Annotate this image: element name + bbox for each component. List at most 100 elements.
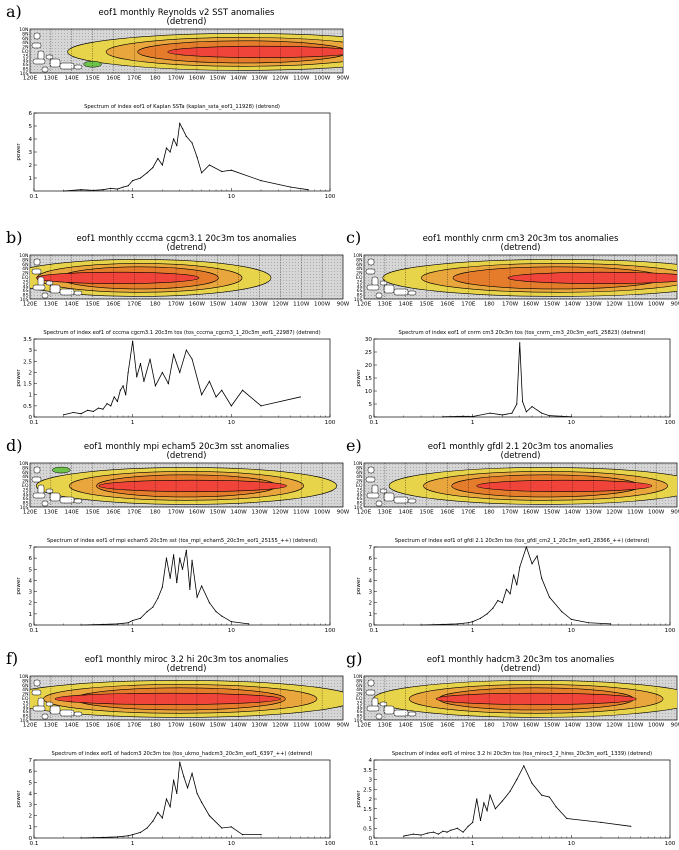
x-tick-label: 10 (228, 628, 236, 634)
lat-tick-label: 2S (357, 279, 363, 285)
lat-tick-label: 8N (356, 257, 362, 263)
lon-tick-label: 170E (127, 510, 142, 516)
panel: c) eof1 monthly cnrm cm3 20c3m tos anomal… (346, 228, 679, 426)
lon-tick-label: 150W (210, 723, 227, 729)
y-tick-label: 0 (368, 623, 372, 629)
y-tick-label: 5 (28, 780, 32, 786)
spectrum-point (132, 340, 134, 342)
spectrum-point (570, 416, 572, 418)
spectrum-point (185, 349, 187, 351)
spectrum-point (80, 189, 82, 191)
map-title: eof1 monthly gfdl 2.1 20c3m tos anomalie… (428, 442, 614, 452)
lon-tick-label: 160W (189, 76, 206, 82)
spectrum-point (139, 617, 142, 619)
lat-tick-label: 6N (22, 36, 28, 42)
x-tick-label: 10 (228, 420, 236, 426)
lon-tick-label: 130E (378, 302, 393, 308)
spectrum-point (456, 623, 458, 625)
spectrum-title: Spectrum of index eof1 of miroc 3.2 hi 2… (392, 751, 652, 757)
lon-tick-label: 160E (106, 723, 121, 729)
spectrum-point (186, 787, 189, 789)
spectrum-point (185, 135, 187, 137)
lon-tick-label: 100W (314, 723, 331, 729)
lat-tick-label: 2N (356, 271, 362, 277)
x-tick-label: 10 (568, 628, 576, 634)
lat-tick-label: 8N (22, 678, 28, 684)
spectrum-point (446, 831, 448, 833)
spectrum-point (80, 413, 82, 415)
spectrum-point (531, 406, 533, 408)
contour-level-core (167, 45, 343, 58)
map-title: eof1 monthly cnrm cm3 20c3m tos anomalie… (423, 234, 619, 244)
lon-tick-label: 140E (65, 723, 80, 729)
spectrum-point (149, 358, 151, 360)
spectrum-point (196, 156, 198, 158)
spectrum-title: Spectrum of index eof1 of cccma cgcm3.1 … (43, 330, 320, 336)
spectrum-point (221, 615, 223, 617)
spectrum-point (127, 835, 129, 837)
spectrum-point (299, 396, 301, 398)
lat-tick-label: 6N (356, 470, 362, 476)
lon-tick-label: 180 (150, 510, 161, 516)
x-tick-label: 1 (131, 841, 135, 847)
lat-tick-label: EQ (22, 49, 29, 55)
x-tick-label: 0.1 (30, 628, 39, 634)
spectrum-point (154, 385, 157, 387)
spectrum-point (176, 582, 178, 584)
spectrum-point (146, 611, 148, 613)
negative-anomaly (83, 60, 102, 68)
spectrum-point (116, 400, 118, 402)
lon-tick-label: 140W (231, 302, 248, 308)
spectrum-point (157, 811, 159, 813)
x-tick-label: 100 (325, 194, 336, 200)
lat-tick-label: 10S (354, 297, 363, 303)
lon-tick-label: 170W (502, 723, 519, 729)
y-tick-label: 0.5 (363, 826, 372, 832)
lon-tick-label: 120W (272, 510, 289, 516)
panel: e) eof1 monthly gfdl 2.1 20c3m tos anomal… (346, 436, 679, 634)
lat-tick-label: 10N (19, 27, 28, 33)
lon-tick-label: 140E (399, 510, 414, 516)
spectrum-point (290, 186, 292, 188)
eof-map: 120E 130E 140E 150E 160E 170E 180 170W 160W 150W 1… (19, 27, 350, 82)
y-tick-label: 3.5 (23, 337, 32, 343)
lat-tick-label: 4S (23, 284, 29, 290)
lat-tick-label: 10N (19, 461, 28, 467)
spectrum-point (412, 833, 414, 835)
spectrum-point (260, 180, 262, 182)
contour-level-core (35, 271, 200, 284)
spectrum-point (116, 188, 118, 190)
spectrum-point (541, 577, 543, 579)
lat-tick-label: 2N (22, 692, 28, 698)
x-tick-label: 100 (665, 628, 676, 634)
eof-map: 120E 130E 140E 150E 160E 170E 180 170W 160W 150W 1… (19, 461, 350, 516)
spectrum-point (432, 831, 435, 833)
y-tick-label: 1.5 (23, 382, 32, 388)
lon-tick-label: 130E (44, 302, 59, 308)
spectrum-point (531, 782, 533, 784)
x-tick-label: 0.1 (30, 194, 39, 200)
spectrum-point (176, 792, 178, 795)
lon-tick-label: 120W (606, 723, 623, 729)
lat-tick-label: EQ (22, 483, 29, 489)
eof-map: 120E 130E 140E 150E 160E 170E 180 170W 160W 150W 1… (19, 674, 350, 729)
lon-tick-label: 110W (627, 723, 644, 729)
spectrum-point (501, 602, 503, 604)
panel-letter: a) (6, 2, 22, 21)
lon-tick-label: 150W (544, 723, 561, 729)
spectrum-point (127, 622, 129, 624)
lon-tick-label: 140W (231, 510, 248, 516)
x-tick-label: 100 (325, 420, 336, 426)
spectrum-point (561, 415, 563, 417)
y-axis-label: power (16, 790, 22, 808)
lon-tick-label: 110W (293, 302, 310, 308)
plot-frame (373, 338, 671, 418)
lat-tick-label: 8S (23, 501, 29, 507)
y-tick-label: 5 (368, 402, 372, 408)
map-title: eof1 monthly Reynolds v2 SST anomalies (99, 8, 276, 18)
spectrum-point (519, 566, 521, 568)
lat-tick-label: 2N (22, 271, 28, 277)
spectrum-point (165, 557, 168, 559)
spectrum-point (437, 833, 440, 835)
panel: g) eof1 monthly hadcm3 20c3m tos anomalie… (346, 649, 679, 847)
